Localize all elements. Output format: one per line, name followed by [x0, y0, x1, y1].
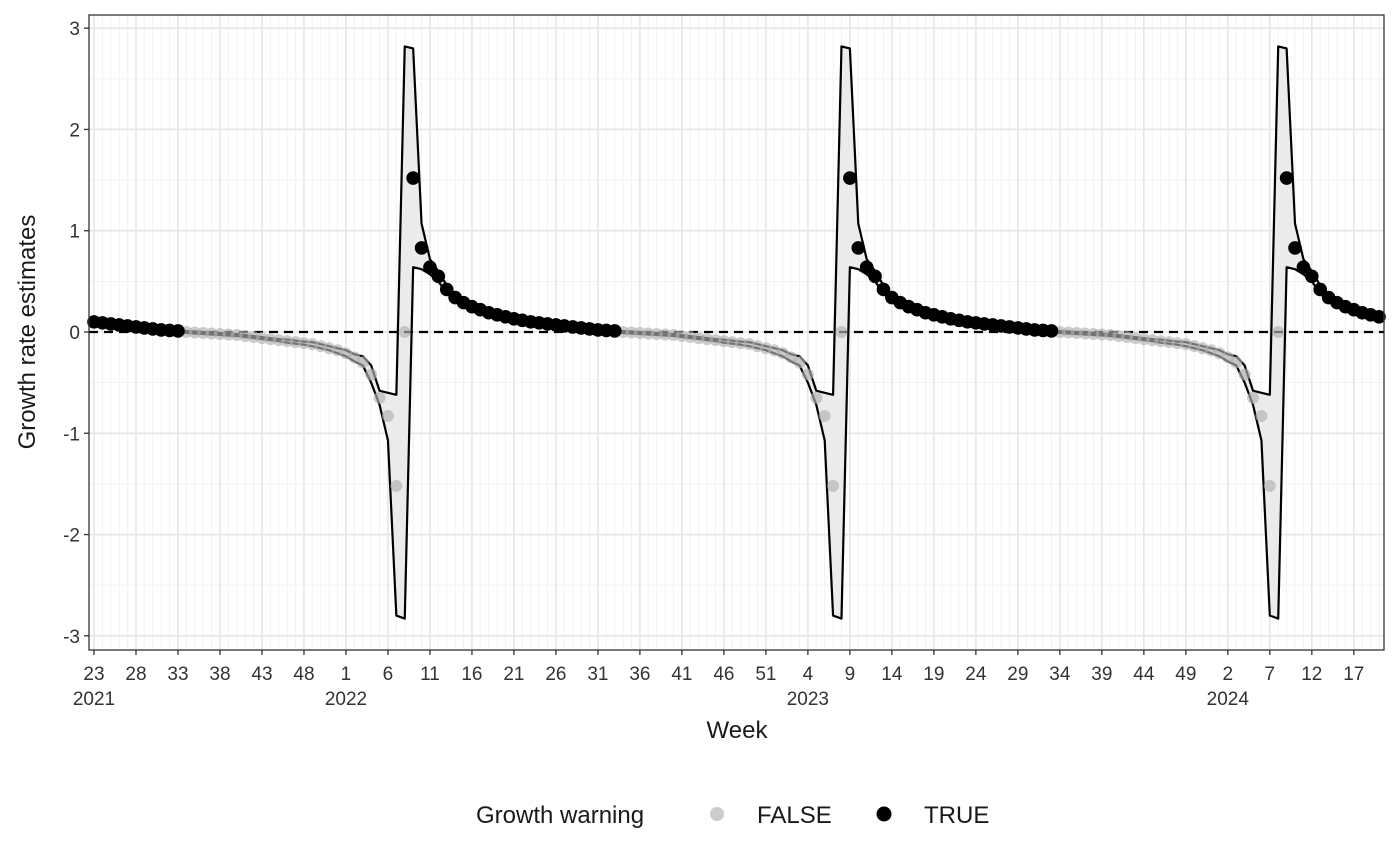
x-tick-label: 33: [167, 664, 188, 685]
point: [810, 391, 823, 404]
x-tick-label: 23 2021: [73, 664, 115, 710]
point: [356, 356, 369, 369]
point: [365, 368, 378, 381]
x-tick-label: 2 2024: [1207, 664, 1250, 710]
point: [398, 325, 411, 338]
point: [1272, 325, 1285, 338]
x-axis-title: Week: [707, 717, 769, 744]
point: [1247, 391, 1260, 404]
point: [827, 479, 840, 492]
point: [1313, 282, 1328, 297]
y-tick-label: -2: [63, 526, 80, 547]
point: [171, 324, 185, 338]
point: [851, 241, 866, 255]
y-tick-label: -3: [63, 627, 80, 648]
x-tick-label: 51: [755, 664, 776, 685]
point: [793, 356, 806, 369]
y-axis-title: Growth rate estimates: [14, 215, 41, 450]
y-tick-label: 2: [69, 120, 80, 141]
x-tick-label: 11: [420, 664, 440, 685]
x-tick-label: 16: [461, 664, 482, 685]
x-tick-label: 31: [587, 664, 608, 685]
x-tick-label: 17: [1343, 664, 1364, 685]
x-tick-label: 26: [545, 664, 566, 685]
point: [843, 171, 857, 185]
y-tick-label: -1: [63, 424, 80, 445]
y-tick-label: 0: [69, 323, 80, 344]
x-tick-label: 4 2023: [787, 664, 829, 710]
x-tick-label: 12: [1301, 664, 1322, 685]
legend-label: FALSE: [757, 802, 832, 829]
point: [876, 282, 891, 297]
point: [406, 171, 420, 185]
point: [1255, 410, 1268, 423]
x-tick-label: 14: [881, 664, 903, 685]
x-tick-label: 34: [1049, 664, 1071, 685]
x-tick-label: 38: [209, 664, 230, 685]
legend-swatch: [876, 806, 892, 822]
point: [801, 368, 814, 381]
x-tick-label: 43: [251, 664, 272, 685]
y-tick-label: 3: [69, 19, 80, 40]
legend-swatch: [710, 807, 724, 821]
point: [1263, 479, 1276, 492]
point: [607, 324, 622, 338]
x-tick-label: 29: [1007, 664, 1028, 685]
x-tick-label: 39: [1091, 664, 1112, 685]
point: [1238, 368, 1251, 381]
x-tick-label: 24: [965, 664, 987, 685]
point: [818, 410, 831, 423]
point: [431, 269, 446, 284]
x-tick-label: 21: [503, 664, 524, 685]
x-tick-label: 7: [1265, 664, 1276, 685]
point: [1296, 260, 1311, 274]
y-tick-label: 1: [69, 222, 80, 243]
x-tick-label: 49: [1175, 664, 1196, 685]
point: [1044, 324, 1059, 338]
point: [423, 260, 437, 274]
point: [859, 260, 874, 274]
x-tick-label: 44: [1133, 664, 1155, 685]
point: [1230, 356, 1243, 369]
x-tick-label: 46: [713, 664, 734, 685]
x-tick-label: 28: [125, 664, 146, 685]
point: [868, 269, 882, 284]
legend-title: Growth warning: [476, 802, 644, 829]
point: [373, 391, 386, 404]
x-tick-label: 41: [671, 664, 692, 685]
x-tick-label: 9: [845, 664, 856, 685]
legend-label: TRUE: [924, 802, 989, 829]
point: [390, 479, 403, 492]
x-tick-label: 48: [293, 664, 314, 685]
point: [1288, 241, 1302, 255]
point: [381, 410, 394, 423]
point: [1372, 310, 1386, 324]
point: [835, 325, 848, 338]
point: [1305, 269, 1319, 284]
ribbon-area: [94, 46, 1379, 619]
point: [439, 282, 454, 297]
x-tick-label: 36: [629, 664, 650, 685]
x-tick-label: 1 2022: [325, 664, 367, 710]
x-tick-label: 6: [383, 664, 394, 685]
point: [1279, 171, 1294, 185]
point: [414, 241, 429, 255]
x-tick-label: 19: [923, 664, 944, 685]
